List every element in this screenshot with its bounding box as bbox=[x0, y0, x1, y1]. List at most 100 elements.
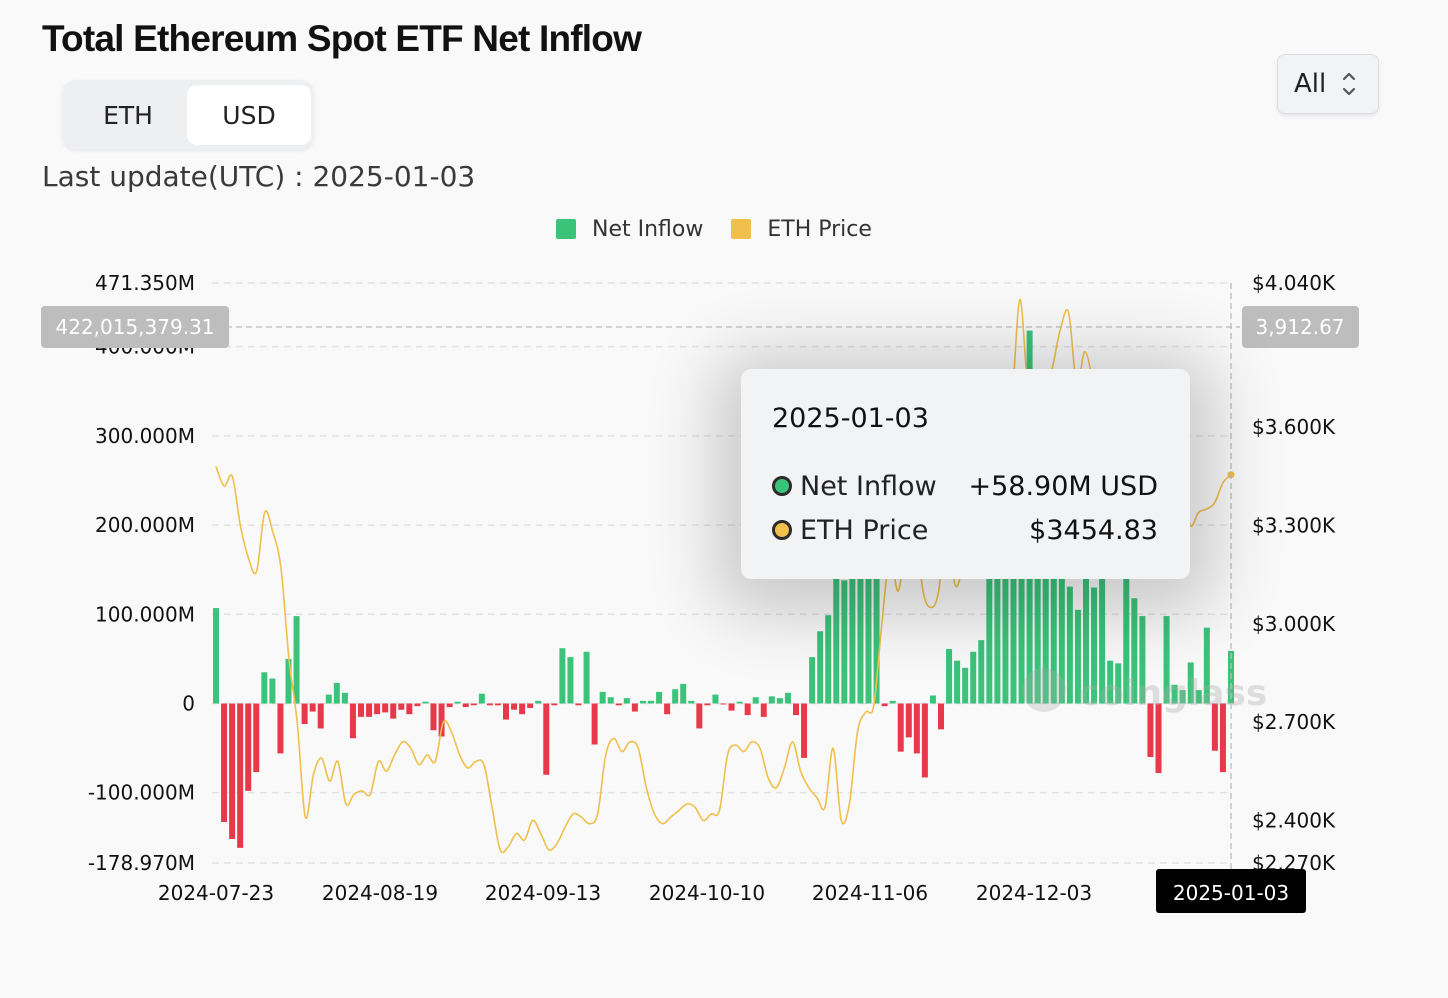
time-range-value: All bbox=[1294, 69, 1327, 99]
x-tick-label: 2024-07-23 bbox=[158, 881, 274, 905]
net-inflow-bar bbox=[535, 700, 542, 704]
net-inflow-bar bbox=[801, 703, 808, 758]
net-inflow-bar bbox=[503, 703, 509, 720]
net-inflow-bar bbox=[575, 703, 582, 706]
net-inflow-dot-icon bbox=[772, 476, 792, 496]
x-tick-label: 2024-12-03 bbox=[976, 881, 1092, 905]
y-right-tick-label: $4.040K bbox=[1252, 271, 1336, 295]
net-inflow-bar bbox=[358, 703, 364, 717]
net-inflow-bar bbox=[712, 694, 719, 704]
y-left-tick-label: -178.970M bbox=[88, 851, 195, 875]
net-inflow-bar bbox=[607, 697, 614, 704]
net-inflow-bar bbox=[1155, 703, 1162, 774]
net-inflow-bar bbox=[325, 694, 332, 704]
net-inflow-bar bbox=[1091, 587, 1098, 704]
y-right-tick-label: $2.400K bbox=[1252, 808, 1336, 832]
net-inflow-bar bbox=[970, 651, 977, 704]
legend-label-net-inflow: Net Inflow bbox=[592, 216, 704, 242]
legend-label-eth-price: ETH Price bbox=[767, 216, 872, 242]
tooltip-row-net-inflow: Net Inflow +58.90M USD bbox=[772, 464, 1158, 508]
net-inflow-bar bbox=[317, 703, 324, 729]
crosshair-right-label-bg bbox=[1242, 306, 1359, 349]
net-inflow-bar bbox=[728, 703, 735, 711]
y-left-tick-label: 300.000M bbox=[95, 424, 195, 448]
last-update-value: 2025-01-03 bbox=[312, 160, 476, 193]
y-right-tick-label: $3.000K bbox=[1252, 612, 1336, 636]
net-inflow-bar bbox=[253, 703, 260, 773]
y-right-tick-label: $2.700K bbox=[1252, 710, 1336, 734]
toggle-usd-button[interactable]: USD bbox=[187, 85, 311, 145]
net-inflow-bar bbox=[1171, 684, 1178, 704]
net-inflow-bar bbox=[817, 631, 824, 704]
crosshair-left-label-bg bbox=[41, 306, 229, 349]
net-inflow-bar bbox=[599, 691, 606, 704]
net-inflow-bar bbox=[511, 703, 518, 710]
net-inflow-bar bbox=[486, 703, 493, 706]
tooltip-row-eth-price: ETH Price $3454.83 bbox=[772, 508, 1158, 552]
net-inflow-bar bbox=[285, 658, 292, 704]
net-inflow-bar bbox=[978, 640, 985, 704]
net-inflow-bar bbox=[720, 703, 727, 705]
net-inflow-bar bbox=[986, 578, 993, 704]
legend-item-net-inflow[interactable]: Net Inflow bbox=[556, 217, 703, 242]
net-inflow-bar bbox=[374, 703, 381, 715]
y-right-tick-label: $3.600K bbox=[1252, 415, 1336, 439]
net-inflow-bar bbox=[470, 703, 477, 706]
net-inflow-bar bbox=[623, 698, 630, 704]
net-inflow-bar bbox=[269, 678, 276, 704]
y-left-tick-label: 0 bbox=[182, 692, 195, 716]
net-inflow-bar bbox=[631, 703, 638, 712]
x-tick-label: 2024-10-10 bbox=[649, 881, 765, 905]
net-inflow-bar bbox=[881, 703, 888, 707]
legend-item-eth-price[interactable]: ETH Price bbox=[731, 217, 872, 242]
net-inflow-bar bbox=[1179, 690, 1186, 704]
y-left-tick-label: 100.000M bbox=[95, 602, 195, 626]
net-inflow-bar bbox=[1074, 609, 1081, 704]
net-inflow-bar bbox=[793, 703, 799, 716]
page-title: Total Ethereum Spot ETF Net Inflow bbox=[42, 18, 642, 59]
net-inflow-bar bbox=[849, 550, 856, 704]
net-inflow-bar bbox=[1131, 598, 1138, 704]
net-inflow-bar bbox=[1211, 703, 1218, 751]
net-inflow-bar bbox=[1099, 542, 1106, 704]
net-inflow-bar bbox=[478, 693, 485, 704]
net-inflow-bar bbox=[277, 703, 284, 754]
tooltip-date: 2025-01-03 bbox=[772, 403, 929, 434]
tooltip-value-eth-price: $3454.83 bbox=[1029, 514, 1158, 546]
net-inflow-bar bbox=[664, 703, 671, 715]
net-inflow-bar bbox=[680, 683, 687, 704]
time-range-select[interactable]: All bbox=[1277, 54, 1379, 114]
net-inflow-bar bbox=[293, 616, 300, 704]
y-left-tick-label: 200.000M bbox=[95, 513, 195, 537]
net-inflow-bar bbox=[1107, 660, 1114, 704]
net-inflow-bar bbox=[656, 691, 663, 704]
toggle-eth-button[interactable]: ETH bbox=[103, 100, 153, 130]
net-inflow-bar bbox=[341, 692, 348, 704]
net-inflow-bar bbox=[583, 651, 590, 704]
net-inflow-bar bbox=[736, 701, 743, 704]
net-inflow-bar bbox=[994, 542, 1001, 704]
net-inflow-bar bbox=[1147, 703, 1154, 757]
net-inflow-bar bbox=[406, 703, 413, 715]
net-inflow-bar bbox=[1058, 531, 1065, 704]
net-inflow-bar bbox=[213, 608, 219, 704]
net-inflow-bar bbox=[414, 703, 421, 707]
net-inflow-bar bbox=[857, 542, 864, 704]
net-inflow-swatch bbox=[556, 219, 576, 239]
net-inflow-bar bbox=[1187, 662, 1194, 704]
net-inflow-bar bbox=[615, 703, 622, 706]
net-inflow-bar bbox=[1050, 550, 1057, 704]
tooltip-label-net-inflow: Net Inflow bbox=[800, 470, 937, 502]
tooltip-value-net-inflow: +58.90M USD bbox=[968, 470, 1159, 502]
eth-price-line bbox=[215, 298, 1232, 854]
net-inflow-bar bbox=[1203, 627, 1210, 704]
net-inflow-bar bbox=[454, 701, 461, 704]
net-inflow-bar bbox=[301, 703, 308, 724]
net-inflow-bar bbox=[494, 703, 501, 706]
net-inflow-bar bbox=[559, 648, 566, 704]
chart-tooltip: 2025-01-03 Net Inflow +58.90M USD ETH Pr… bbox=[741, 369, 1190, 579]
net-inflow-bar bbox=[591, 703, 598, 745]
net-inflow-bar bbox=[349, 703, 356, 739]
net-inflow-bar bbox=[551, 703, 558, 706]
